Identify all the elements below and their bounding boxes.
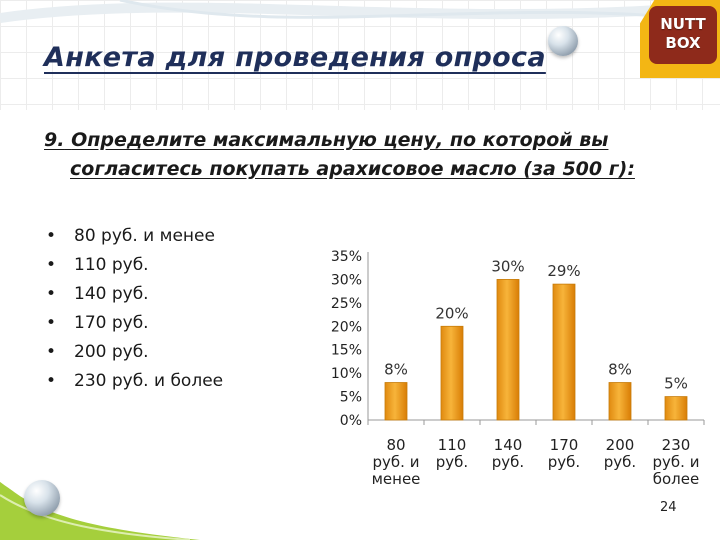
data-label: 8% [384, 361, 408, 379]
y-tick-label: 35% [331, 249, 362, 265]
y-tick-label: 5% [340, 390, 362, 406]
answer-option: • 80 руб. и менее [44, 222, 223, 251]
x-tick-label: 140 [494, 436, 523, 454]
data-label: 20% [435, 304, 468, 322]
x-tick-label: 200 [606, 436, 635, 454]
bar [496, 279, 520, 421]
x-tick-label: 230 [662, 436, 691, 454]
answer-options-list: • 80 руб. и менее • 110 руб. • 140 руб. • 1… [44, 222, 223, 396]
bullet-icon: • [46, 284, 57, 304]
x-tick-label: более [653, 470, 699, 488]
bullet-icon: • [46, 255, 57, 275]
plot-area [368, 252, 704, 420]
x-tick-label: руб. [604, 453, 636, 471]
y-tick-label: 25% [331, 296, 362, 312]
bottom-left-swoosh [0, 478, 200, 540]
x-tick-label: руб. и [373, 453, 420, 471]
decorative-bubble [24, 480, 60, 516]
answer-option: • 140 руб. [44, 280, 223, 309]
x-tick-label: 110 [438, 436, 467, 454]
background-grid [0, 0, 720, 110]
bullet-icon: • [46, 313, 57, 333]
page-number: 24 [660, 500, 677, 515]
data-label: 30% [491, 257, 524, 275]
question-line2: согласитесь покупать арахисовое масло (з… [70, 158, 635, 180]
answer-option-label: 80 руб. и менее [74, 226, 215, 246]
answer-option: • 110 руб. [44, 251, 223, 280]
x-tick-label: 170 [550, 436, 579, 454]
x-tick-label: менее [372, 470, 421, 488]
logo-line2: BOX [665, 34, 701, 52]
bar [552, 283, 576, 421]
x-tick-label: руб. и [653, 453, 700, 471]
question-number: 9. [44, 129, 65, 151]
y-tick-label: 0% [340, 413, 362, 429]
page-title: Анкета для проведения опроса [44, 42, 546, 73]
x-tick-label: руб. [492, 453, 524, 471]
y-tick-label: 20% [331, 319, 362, 335]
x-tick-label: руб. [548, 453, 580, 471]
answer-option: • 200 руб. [44, 338, 223, 367]
data-label: 5% [664, 375, 688, 393]
nuttbox-logo: NUTT BOX [649, 6, 717, 64]
logo-line1: NUTT [660, 15, 706, 33]
y-tick-label: 10% [331, 366, 362, 382]
answer-option-label: 140 руб. [74, 284, 149, 304]
x-tick-label: руб. [436, 453, 468, 471]
answer-option-label: 200 руб. [74, 342, 149, 362]
bar [384, 382, 408, 421]
x-tick-label: 80 [386, 436, 405, 454]
question-line1: Определите максимальную цену, по которой… [71, 129, 609, 151]
survey-question: 9. Определите максимальную цену, по кото… [44, 126, 664, 184]
y-tick-label: 30% [331, 272, 362, 288]
bullet-icon: • [46, 226, 57, 246]
y-tick-label: 15% [331, 343, 362, 359]
answer-option: • 170 руб. [44, 309, 223, 338]
bar [608, 382, 632, 421]
answer-option-label: 230 руб. и более [74, 371, 224, 391]
bar [664, 396, 688, 421]
decorative-bubble [548, 26, 578, 56]
answer-option-label: 110 руб. [74, 255, 149, 275]
bar [440, 325, 464, 421]
answer-option-label: 170 руб. [74, 313, 149, 333]
data-label: 8% [608, 361, 632, 379]
data-label: 29% [547, 262, 580, 280]
answer-option: • 230 руб. и более [44, 367, 223, 396]
bullet-icon: • [46, 371, 57, 391]
bullet-icon: • [46, 342, 57, 362]
